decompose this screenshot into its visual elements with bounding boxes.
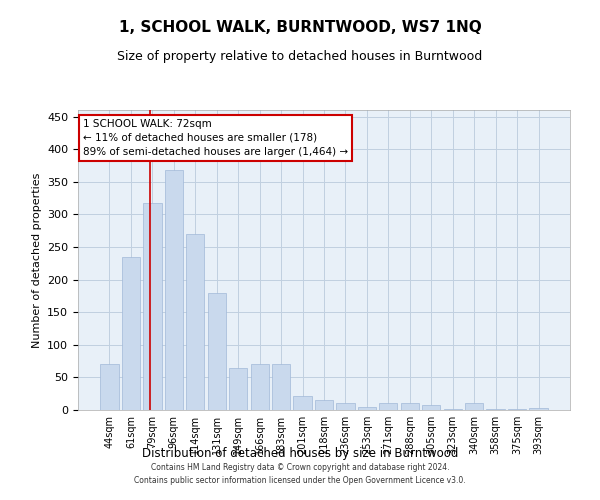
Text: Size of property relative to detached houses in Burntwood: Size of property relative to detached ho…	[118, 50, 482, 63]
Y-axis label: Number of detached properties: Number of detached properties	[32, 172, 41, 348]
Bar	[208, 292, 226, 410]
Bar	[272, 364, 290, 410]
Bar	[422, 405, 440, 410]
Bar	[358, 406, 376, 410]
Bar	[401, 404, 419, 410]
Text: Distribution of detached houses by size in Burntwood: Distribution of detached houses by size …	[142, 448, 458, 460]
Bar	[443, 408, 462, 410]
Bar	[143, 202, 161, 410]
Text: Contains HM Land Registry data © Crown copyright and database right 2024.
Contai: Contains HM Land Registry data © Crown c…	[134, 464, 466, 485]
Bar	[165, 170, 183, 410]
Bar	[100, 364, 119, 410]
Bar	[186, 234, 205, 410]
Bar	[337, 404, 355, 410]
Text: 1, SCHOOL WALK, BURNTWOOD, WS7 1NQ: 1, SCHOOL WALK, BURNTWOOD, WS7 1NQ	[119, 20, 481, 35]
Bar	[122, 256, 140, 410]
Bar	[315, 400, 333, 410]
Text: 1 SCHOOL WALK: 72sqm
← 11% of detached houses are smaller (178)
89% of semi-deta: 1 SCHOOL WALK: 72sqm ← 11% of detached h…	[83, 119, 348, 157]
Bar	[251, 364, 269, 410]
Bar	[229, 368, 247, 410]
Bar	[487, 408, 505, 410]
Bar	[529, 408, 548, 410]
Bar	[508, 408, 526, 410]
Bar	[465, 404, 483, 410]
Bar	[379, 404, 397, 410]
Bar	[293, 396, 311, 410]
